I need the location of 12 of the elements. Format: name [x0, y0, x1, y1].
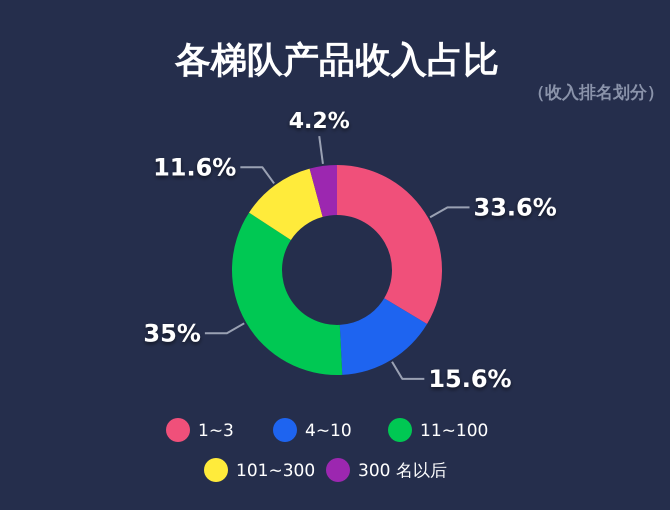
legend-label: 1~3 [198, 421, 234, 441]
legend-label: 300 名以后 [358, 461, 447, 481]
data-label: 33.6% [474, 193, 557, 222]
data-label: 35% [143, 319, 201, 348]
legend-label: 4~10 [305, 421, 352, 441]
data-label: 4.2% [288, 109, 350, 134]
subtitle: （收入排名划分） [528, 83, 664, 103]
legend-label: 11~100 [420, 421, 488, 441]
data-label: 11.6% [153, 153, 236, 182]
data-label: 15.6% [428, 364, 512, 393]
legend-label: 101~300 [236, 461, 316, 481]
title: 各梯队产品收入占比 [175, 40, 499, 81]
